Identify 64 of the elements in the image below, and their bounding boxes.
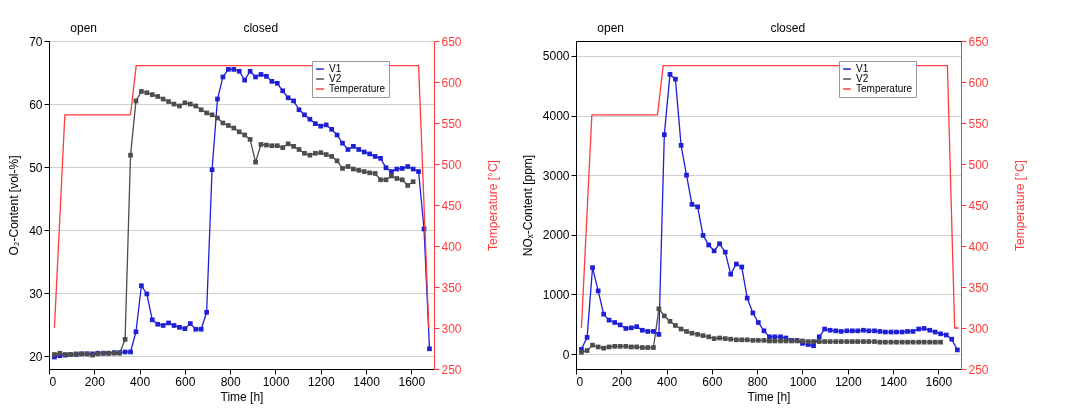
legend-label: V1	[329, 63, 342, 74]
x-axis-title: Time [h]	[220, 389, 264, 404]
legend-label: Temperature	[856, 83, 913, 94]
legend-label: Temperature	[329, 83, 386, 94]
y2-tick-label: 500	[441, 157, 462, 172]
y2-tick-label: 350	[441, 280, 462, 295]
x-tick-label: 1200	[834, 374, 862, 389]
y2-tick-label: 350	[968, 280, 989, 295]
y-tick-label: 0	[562, 347, 570, 362]
x-tick-label: 800	[747, 374, 769, 389]
x-tick-label: 0	[576, 374, 584, 389]
y-tick-label: 30	[29, 286, 43, 301]
y2-tick-label: 450	[441, 198, 462, 213]
y2-tick-label: 650	[441, 34, 462, 49]
y2-tick-label: 300	[441, 321, 462, 336]
y2-tick-label: 550	[441, 116, 462, 131]
y2-tick-label: 550	[968, 116, 989, 131]
y-tick-label: 20	[29, 349, 43, 364]
x-tick-label: 1600	[398, 374, 426, 389]
y-tick-label: 40	[29, 223, 43, 238]
y-tick-label: 1000	[542, 287, 570, 302]
y2-tick-label: 450	[968, 198, 989, 213]
y-tick-label: 3000	[542, 168, 570, 183]
y2-tick-label: 600	[441, 75, 462, 90]
y-tick-label: 4000	[542, 109, 570, 124]
x-tick-label: 600	[175, 374, 196, 389]
x-tick-label: 600	[702, 374, 723, 389]
y2-tick-label: 400	[441, 239, 462, 254]
x-tick-label: 1000	[262, 374, 290, 389]
x-tick-label: 1200	[307, 374, 335, 389]
y-tick-label: 70	[29, 34, 43, 49]
y-tick-label: 60	[29, 97, 43, 112]
x-tick-label: 0	[49, 374, 57, 389]
x-tick-label: 1600	[925, 374, 953, 389]
y2-tick-label: 250	[968, 362, 989, 377]
x-tick-label: 200	[84, 374, 106, 389]
y2-axis-title: Temperature [°C]	[1012, 160, 1027, 251]
x-axis-title: Time [h]	[747, 389, 791, 404]
y-tick-label: 5000	[542, 49, 570, 64]
y2-tick-label: 600	[968, 75, 989, 90]
y-axis-title: O₂-Content [vol-%]	[7, 155, 22, 256]
text: open	[70, 21, 97, 35]
x-tick-label: 400	[130, 374, 151, 389]
x-tick-label: 1400	[880, 374, 908, 389]
y2-tick-label: 250	[441, 362, 462, 377]
y2-tick-label: 650	[968, 34, 989, 49]
y-axis-title: NOₓ-Content [ppm]	[520, 154, 535, 257]
x-tick-label: 1000	[789, 374, 817, 389]
y-tick-label: 2000	[542, 228, 570, 243]
legend-label: V2	[329, 73, 342, 84]
y2-axis-title: Temperature [°C]	[485, 160, 500, 251]
legend-label: V2	[856, 73, 869, 84]
x-tick-label: 1400	[353, 374, 381, 389]
x-tick-label: 200	[611, 374, 633, 389]
x-tick-label: 800	[220, 374, 242, 389]
x-tick-label: 400	[657, 374, 678, 389]
legend-label: V1	[856, 63, 869, 74]
text: closed	[770, 21, 806, 35]
y-tick-label: 50	[29, 160, 43, 175]
y2-tick-label: 400	[968, 239, 989, 254]
text: open	[597, 21, 624, 35]
y2-tick-label: 500	[968, 157, 989, 172]
y2-tick-label: 300	[968, 321, 989, 336]
text: closed	[243, 21, 279, 35]
